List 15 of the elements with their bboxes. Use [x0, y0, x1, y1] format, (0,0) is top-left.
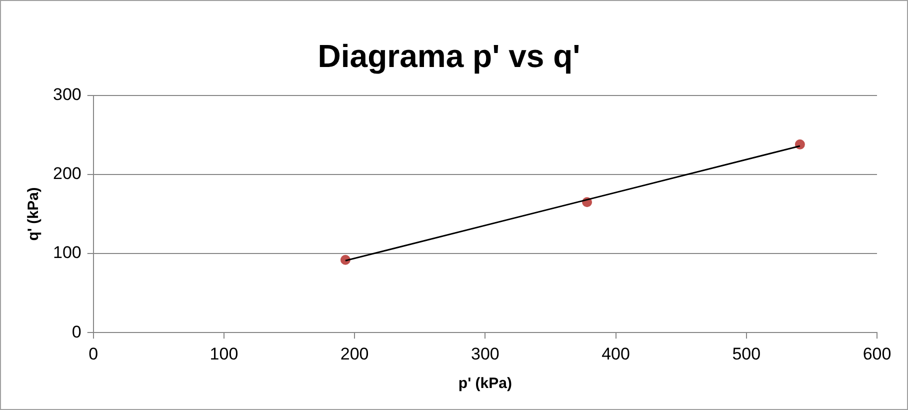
chart-title: Diagrama p' vs q': [318, 38, 580, 74]
y-tick-label: 100: [52, 243, 82, 262]
x-tick-label: 100: [210, 344, 238, 364]
x-tick-label: 0: [88, 344, 98, 364]
x-tick-label: 300: [470, 344, 500, 364]
x-tick-label: 500: [732, 344, 761, 364]
x-axis-title: p' (kPa): [458, 375, 512, 392]
x-tick-label: 400: [602, 344, 630, 364]
y-tick-label: 300: [52, 85, 82, 104]
y-axis-title: q' (kPa): [25, 187, 42, 241]
y-tick-label: 0: [72, 322, 82, 342]
x-tick-label: 600: [862, 344, 892, 364]
x-tick-label: 200: [340, 344, 369, 364]
y-tick-label: 200: [52, 164, 82, 184]
point: [794, 139, 805, 150]
